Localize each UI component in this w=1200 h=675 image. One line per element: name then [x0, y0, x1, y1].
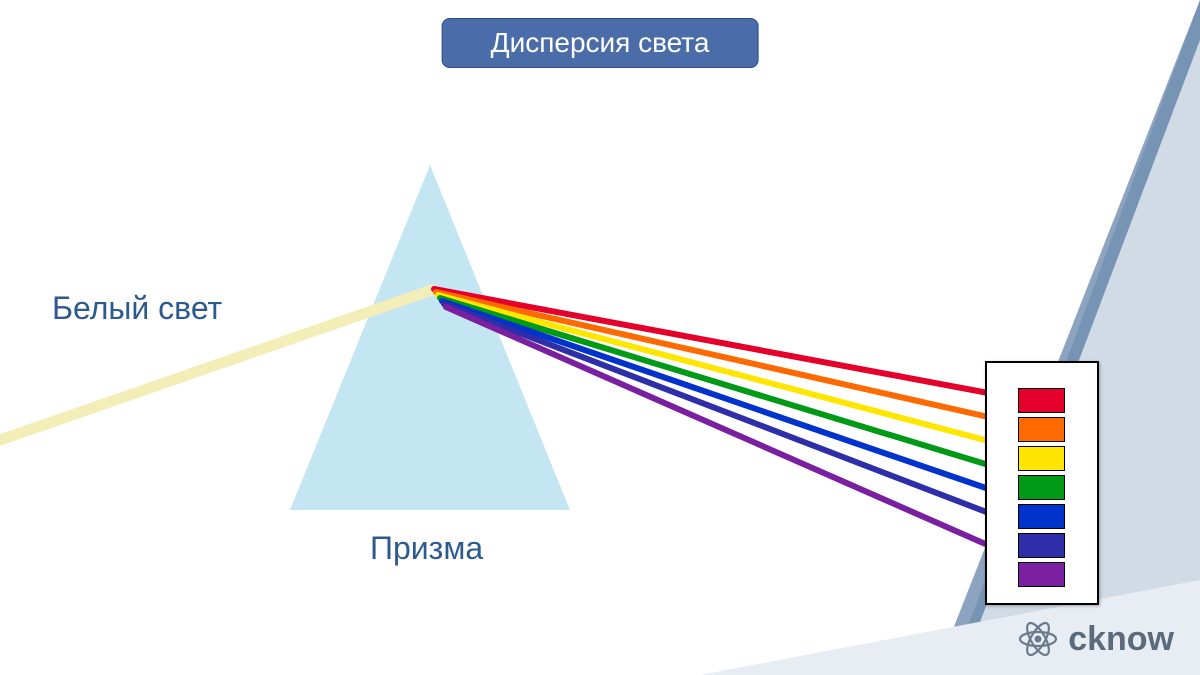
- swatch-orange: [1018, 417, 1065, 442]
- brand-logo: cknow: [1016, 617, 1174, 661]
- swatch-green: [1018, 475, 1065, 500]
- diagram-stage: Дисперсия света Белый свет Призма cknow: [0, 0, 1200, 675]
- swatch-indigo: [1018, 533, 1065, 558]
- swatch-violet: [1018, 562, 1065, 587]
- white-light-label: Белый свет: [52, 290, 222, 327]
- atom-icon: [1016, 617, 1060, 661]
- prism-label: Призма: [370, 530, 483, 567]
- brand-text: cknow: [1068, 620, 1174, 659]
- slide-title: Дисперсия света: [442, 18, 759, 68]
- swatch-blue: [1018, 504, 1065, 529]
- swatch-yellow: [1018, 446, 1065, 471]
- swatch-red: [1018, 388, 1065, 413]
